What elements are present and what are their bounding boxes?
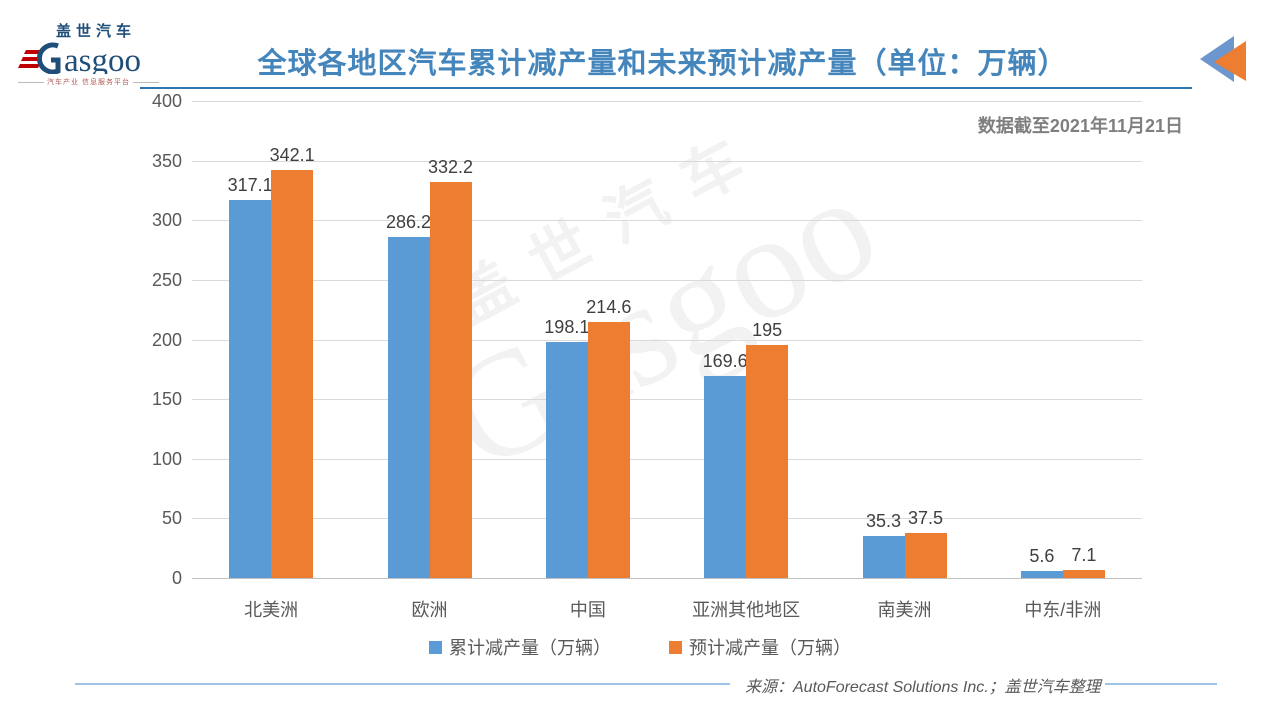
title-underline xyxy=(140,87,1192,89)
rewind-triangles-icon xyxy=(1200,36,1246,82)
value-label-series1-南美洲: 35.3 xyxy=(865,510,902,531)
value-label-series1-中国: 198.1 xyxy=(544,316,590,337)
gridline-100 xyxy=(192,458,1142,460)
bar-series2-中国 xyxy=(587,322,630,578)
x-axis-label-中东/非洲: 中东/非洲 xyxy=(1024,600,1102,620)
tagline-dash-left xyxy=(18,81,44,83)
gridline-50 xyxy=(192,518,1142,520)
bar-series1-中国 xyxy=(545,341,588,578)
bar-series2-北美洲 xyxy=(271,170,314,578)
bar-series2-南美洲 xyxy=(904,533,947,578)
value-label-series1-欧洲: 286.2 xyxy=(385,211,432,232)
chart-title: 全球各地区汽车累计减产量和未来预计减产量（单位：万辆） xyxy=(257,48,1068,80)
bar-series2-欧洲 xyxy=(429,181,472,578)
logo-brand-en: asgoo xyxy=(18,40,168,74)
y-axis-tick-200: 200 xyxy=(151,329,182,350)
value-label-series1-亚洲其他地区: 169.6 xyxy=(702,350,748,371)
bar-series1-欧洲 xyxy=(387,236,430,578)
value-label-series1-中东/非洲: 5.6 xyxy=(1029,546,1055,567)
bar-series1-北美洲 xyxy=(229,199,272,578)
gridline-250 xyxy=(192,279,1142,281)
legend-swatch-series1 xyxy=(429,640,442,654)
footer-rule-right xyxy=(1105,683,1217,685)
gridline-200 xyxy=(192,339,1142,341)
y-axis-tick-100: 100 xyxy=(151,448,182,469)
y-axis-tick-150: 150 xyxy=(151,389,182,410)
value-label-series2-中东/非洲: 7.1 xyxy=(1071,544,1097,565)
data-cutoff-note: 数据截至2021年11月21日 xyxy=(977,116,1183,136)
legend-item-series2: 预计减产量（万辆） xyxy=(669,634,851,660)
y-axis-tick-300: 300 xyxy=(151,210,182,231)
value-label-series2-南美洲: 37.5 xyxy=(907,508,944,529)
value-label-series1-北美洲: 317.1 xyxy=(227,174,273,195)
gridline-400 xyxy=(192,101,1142,102)
bar-series1-亚洲其他地区 xyxy=(704,375,747,578)
legend-label-series1: 累计减产量（万辆） xyxy=(449,638,611,658)
value-label-series2-欧洲: 332.2 xyxy=(427,156,474,177)
bar-chart-plot-area: 0 50 100 150 200 250 300 350 400 317.1 342.1 北美洲 286… xyxy=(152,91,1142,620)
bar-series2-中东/非洲 xyxy=(1062,569,1105,578)
y-axis-tick-350: 350 xyxy=(151,150,182,171)
tagline-text: 汽车产业 信息服务平台 xyxy=(47,79,130,86)
value-label-series2-中国: 214.6 xyxy=(586,297,632,318)
y-axis-tick-50: 50 xyxy=(161,508,182,529)
legend-item-series1: 累计减产量（万辆） xyxy=(429,634,611,660)
legend-label-series2: 预计减产量（万辆） xyxy=(689,638,851,658)
gridline-350 xyxy=(192,160,1142,162)
logo-tagline: 汽车产业 信息服务平台 xyxy=(18,77,168,87)
gasgoo-g-icon: asgoo xyxy=(18,42,141,74)
gridline-300 xyxy=(192,220,1142,222)
legend: 累计减产量（万辆） 预计减产量（万辆） xyxy=(0,634,1280,660)
gridline-150 xyxy=(192,399,1142,401)
source-attribution: 来源：AutoForecast Solutions Inc.；盖世汽车整理 xyxy=(745,679,1101,696)
logo-brand-cn: 盖世汽车 xyxy=(56,23,137,40)
bar-series1-中东/非洲 xyxy=(1020,571,1063,578)
x-axis-label-中国: 中国 xyxy=(569,600,606,620)
x-axis-label-欧洲: 欧洲 xyxy=(411,600,448,620)
x-axis-label-南美洲: 南美洲 xyxy=(877,600,932,620)
bar-series1-南美洲 xyxy=(862,535,905,578)
gasgoo-logo: 盖世汽车 asgoo 汽车产业 信息服务平台 xyxy=(18,24,168,87)
y-axis-tick-0: 0 xyxy=(171,568,182,588)
logo-en-rest-text: asgoo xyxy=(64,43,141,74)
footer-rule-left xyxy=(75,683,730,685)
value-label-series2-北美洲: 342.1 xyxy=(269,145,315,166)
legend-swatch-series2 xyxy=(669,640,682,654)
x-axis-label-北美洲: 北美洲 xyxy=(244,600,299,620)
tagline-dash-right xyxy=(132,81,159,83)
x-axis-label-亚洲其他地区: 亚洲其他地区 xyxy=(692,600,801,620)
bar-series2-亚洲其他地区 xyxy=(746,345,789,578)
y-axis-tick-400: 400 xyxy=(151,91,182,111)
y-axis-tick-250: 250 xyxy=(151,269,182,290)
value-label-series2-亚洲其他地区: 195 xyxy=(752,320,783,341)
gridline-0 xyxy=(192,578,1142,579)
